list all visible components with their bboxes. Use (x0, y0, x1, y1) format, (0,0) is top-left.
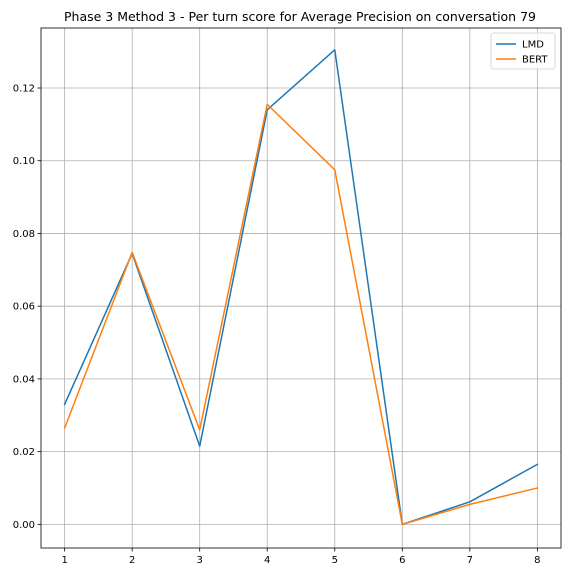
legend-label-lmd: LMD (522, 40, 544, 51)
plot-axes (37, 27, 562, 552)
y-tick-label: 0.10 (13, 156, 35, 167)
y-tick-label: 0.02 (13, 447, 35, 458)
x-tick-label: 4 (264, 555, 270, 566)
legend: LMD BERT (490, 32, 556, 70)
plot-frame (40, 27, 562, 549)
x-tick-label: 6 (399, 555, 405, 566)
tick-labels: 1 2 3 4 5 6 7 8 0.00 0.02 0.04 0.06 0.08 0.10 0.12 (13, 84, 541, 567)
chart-title: Phase 3 Method 3 - Per turn score for Av… (64, 9, 536, 24)
y-tick-label: 0.00 (13, 520, 35, 531)
series-lines (63, 49, 539, 526)
y-tick-label: 0.08 (13, 229, 35, 240)
x-tick-label: 5 (332, 555, 338, 566)
legend-label-bert: BERT (522, 55, 548, 66)
grid-lines (41, 28, 561, 548)
x-tick-label: 7 (467, 555, 473, 566)
x-tick-label: 2 (129, 555, 135, 566)
y-tick-label: 0.04 (13, 374, 35, 385)
series-line-lmd (63, 49, 539, 526)
x-tick-label: 3 (197, 555, 203, 566)
series-line-bert (63, 103, 539, 526)
x-tick-label: 8 (534, 555, 540, 566)
legend-box (490, 32, 556, 70)
y-tick-label: 0.06 (13, 302, 35, 313)
x-tick-label: 1 (61, 555, 67, 566)
y-tick-label: 0.12 (13, 84, 35, 95)
